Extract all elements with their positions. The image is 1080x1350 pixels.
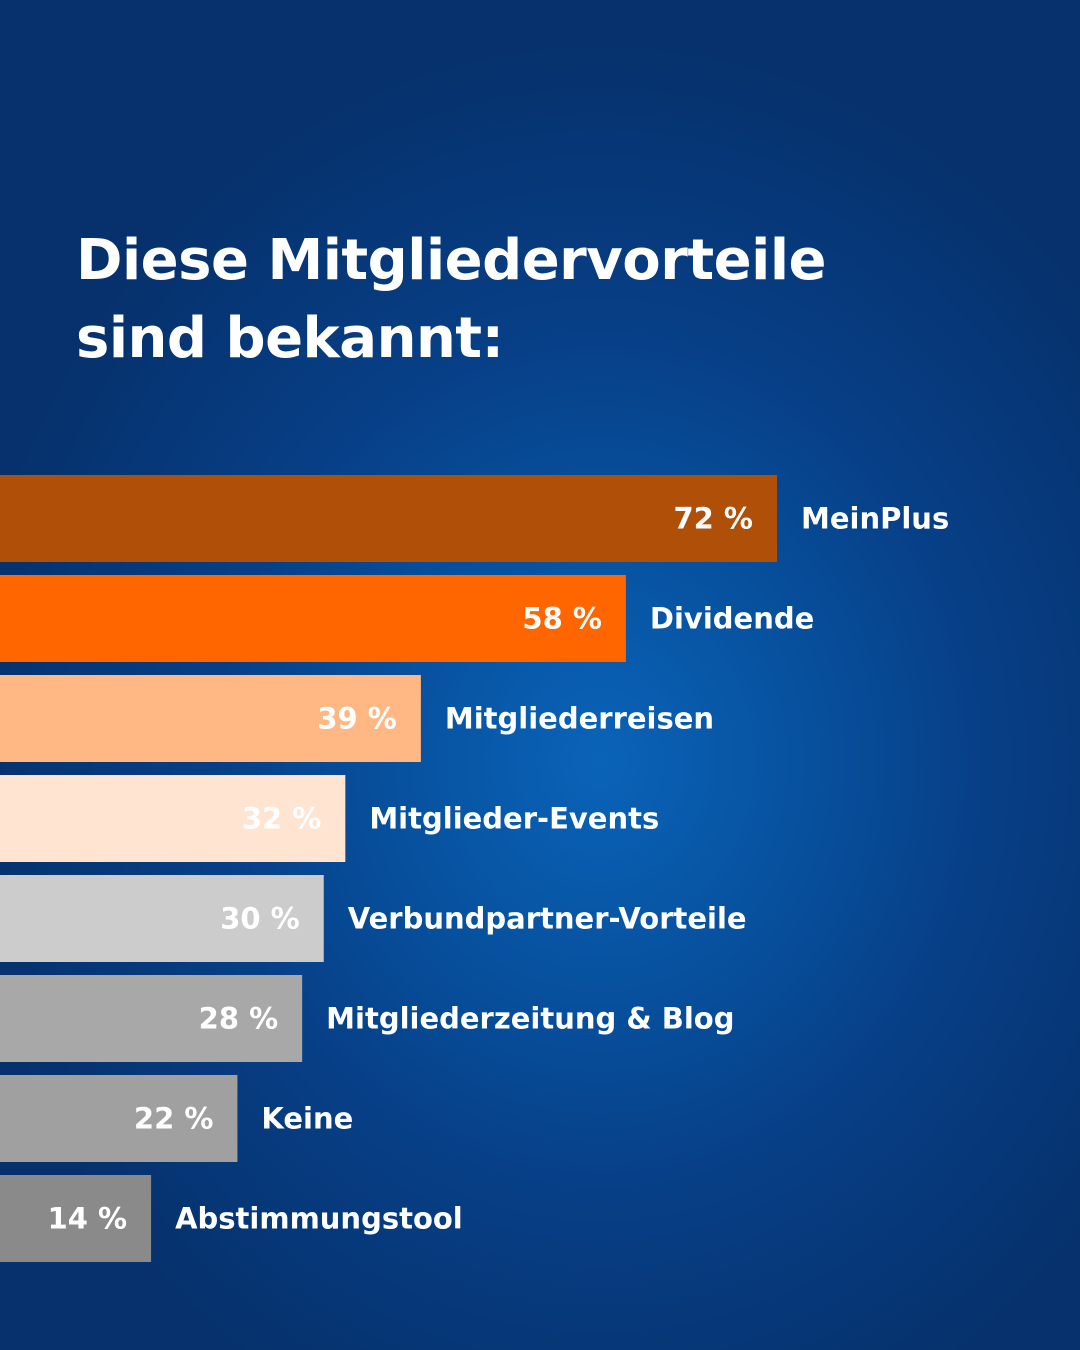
bar-group: 22 % Keine bbox=[0, 1075, 353, 1162]
chart-title: Diese Mitgliedervorteile sind bekannt: bbox=[76, 222, 827, 378]
bar-category-label: Keine bbox=[261, 1102, 353, 1136]
bar-group: 14 % Abstimmungstool bbox=[0, 1175, 463, 1262]
bar-group: 30 % Verbundpartner-Vorteile bbox=[0, 875, 747, 962]
bar bbox=[0, 575, 626, 662]
bar-value-label: 22 % bbox=[134, 1102, 214, 1136]
bar-category-label: Verbundpartner-Vorteile bbox=[348, 902, 747, 936]
bar-value-label: 72 % bbox=[673, 502, 753, 536]
bar-group: 58 % Dividende bbox=[0, 575, 814, 662]
bar-group: 39 % Mitgliederreisen bbox=[0, 675, 714, 762]
bar bbox=[0, 875, 324, 962]
bar-category-label: MeinPlus bbox=[801, 502, 949, 536]
chart-title-line-2: sind bekannt: bbox=[76, 306, 504, 371]
bar-value-label: 28 % bbox=[199, 1002, 279, 1036]
bar bbox=[0, 675, 421, 762]
bar-value-label: 39 % bbox=[317, 702, 397, 736]
bar-category-label: Dividende bbox=[650, 602, 814, 636]
bar-value-label: 14 % bbox=[48, 1202, 128, 1236]
bar-category-label: Abstimmungstool bbox=[175, 1202, 463, 1236]
chart-title-line-1: Diese Mitgliedervorteile bbox=[76, 228, 827, 293]
bar-category-label: Mitglieder-Events bbox=[369, 802, 659, 836]
bar-group: 28 % Mitgliederzeitung & Blog bbox=[0, 975, 734, 1062]
bar-category-label: Mitgliederzeitung & Blog bbox=[326, 1002, 734, 1036]
bar-value-label: 32 % bbox=[242, 802, 322, 836]
bar bbox=[0, 1075, 238, 1162]
bar-group: 72 % MeinPlus bbox=[0, 475, 949, 562]
bar bbox=[0, 975, 303, 1062]
bar bbox=[0, 1175, 152, 1262]
bar-value-label: 58 % bbox=[522, 602, 602, 636]
bar-category-label: Mitgliederreisen bbox=[445, 702, 714, 736]
bar bbox=[0, 475, 777, 562]
bar-value-label: 30 % bbox=[220, 902, 300, 936]
bar-group: 32 % Mitglieder-Events bbox=[0, 775, 659, 862]
bar bbox=[0, 775, 346, 862]
